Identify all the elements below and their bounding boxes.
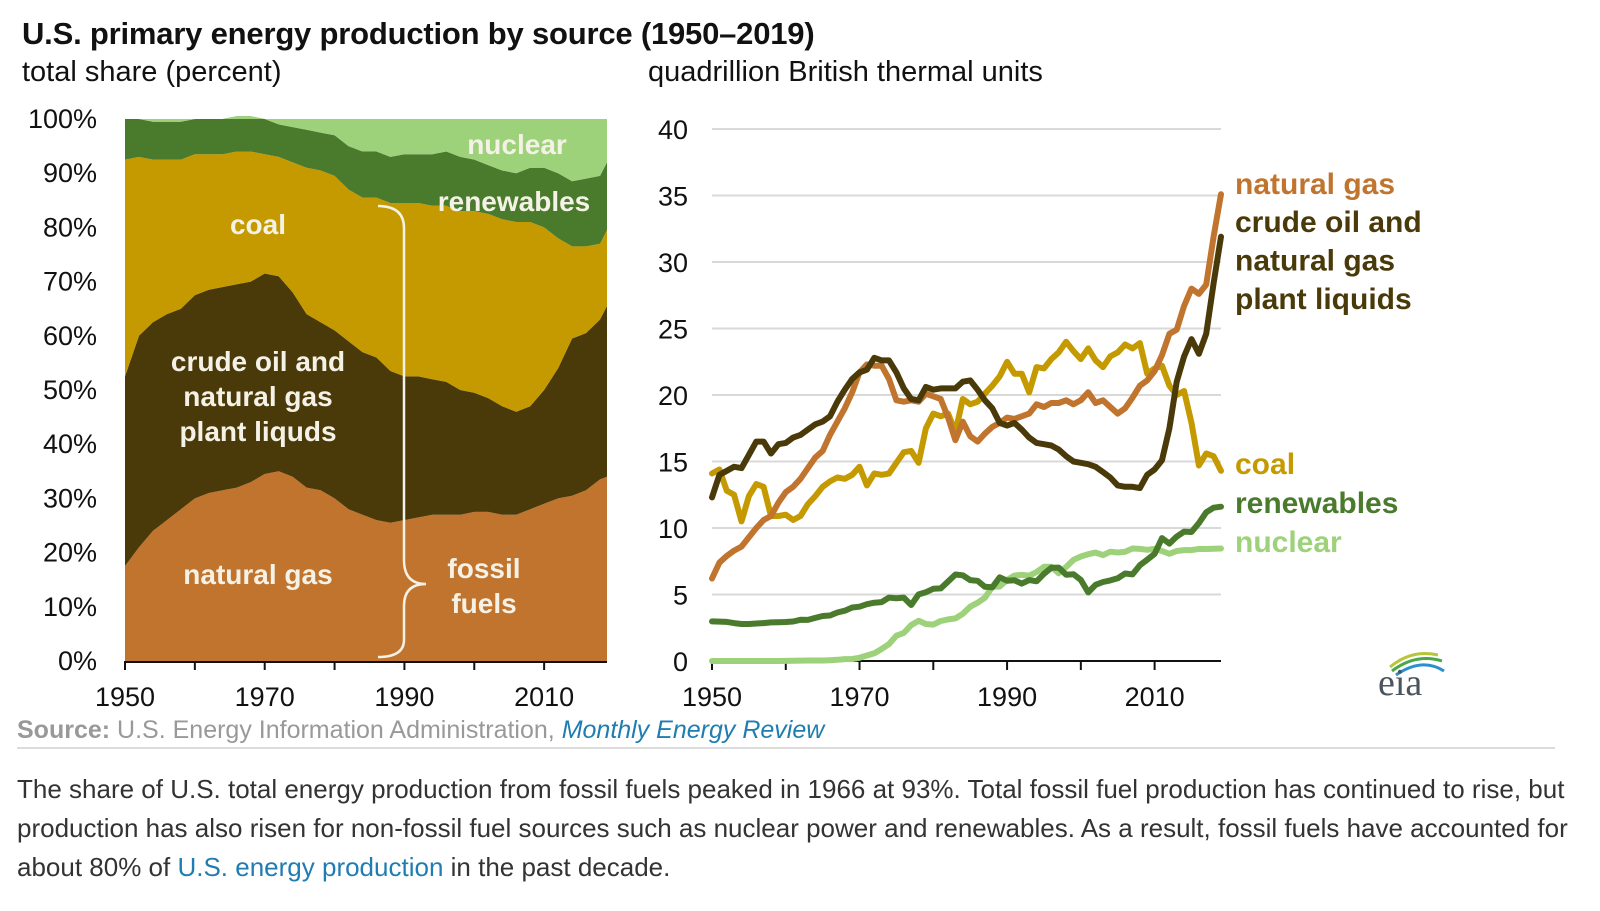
right-chart-subtitle: quadrillion British thermal units	[648, 56, 1043, 88]
area-label-renewables: renewables	[438, 186, 591, 217]
caption-text-1: The share of U.S. total energy productio…	[17, 774, 1568, 882]
legend-label-natural-gas: natural gas	[1235, 168, 1395, 201]
x-tick-label: 2010	[1125, 682, 1185, 712]
share-area-chart: 0% 10% 20% 30% 40% 50% 60% 70% 80% 90% 100% 1950 197…	[28, 104, 607, 712]
y-tick-label: 35	[658, 182, 688, 212]
y-tick-label: 15	[658, 448, 688, 478]
eia-swoosh-icon: eia	[1378, 652, 1445, 704]
area-label-crude-oil: natural gas	[183, 381, 332, 412]
area-label-natural-gas: natural gas	[183, 559, 332, 590]
y-tick-label: 0%	[58, 646, 97, 676]
y-tick-label: 10	[658, 514, 688, 544]
y-tick-label: 30	[658, 248, 688, 278]
btu-line-chart: 0 5 10 15 20 25 30 35 40 1950 1970 1990 2010 natural …	[658, 115, 1422, 712]
legend-label-crude-oil-ngpl: natural gas	[1235, 245, 1395, 278]
fossil-fuels-brace	[377, 204, 427, 659]
legend-label-crude-oil-ngpl: plant liquids	[1235, 283, 1412, 316]
line-renewables	[709, 503, 1224, 627]
area-label-crude-oil: crude oil and	[171, 346, 345, 377]
caption: The share of U.S. total energy productio…	[17, 770, 1577, 887]
x-tick-label: 1950	[682, 682, 742, 712]
us-energy-production-link[interactable]: U.S. energy production	[177, 852, 444, 882]
legend-label-renewables: renewables	[1235, 487, 1398, 520]
x-tick-label: 1990	[977, 682, 1037, 712]
monthly-energy-review-link[interactable]: Monthly Energy Review	[561, 716, 825, 744]
area-label-nuclear: nuclear	[467, 129, 567, 160]
x-tick-label: 1970	[235, 682, 295, 712]
eia-logo-text: eia	[1378, 662, 1422, 704]
area-label-coal: coal	[230, 209, 286, 240]
y-tick-label: 20	[658, 381, 688, 411]
y-tick-label: 0	[673, 647, 688, 677]
line-nuclear	[709, 545, 1224, 664]
line-natural-gas	[709, 191, 1224, 582]
divider	[17, 747, 1555, 749]
line-coal	[709, 338, 1224, 525]
source-line: Source: U.S. Energy Information Administ…	[17, 716, 824, 745]
y-tick-label: 5	[673, 581, 688, 611]
y-tick-label: 25	[658, 315, 688, 345]
y-tick-label: 20%	[43, 538, 97, 568]
left-chart-subtitle: total share (percent)	[22, 56, 282, 88]
area-natural-gas	[125, 471, 607, 661]
legend-label-coal: coal	[1235, 448, 1295, 481]
area-crude-oil-ngpl	[125, 273, 607, 567]
y-tick-label: 60%	[43, 321, 97, 351]
y-tick-label: 50%	[43, 375, 97, 405]
area-nuclear	[125, 116, 607, 182]
caption-text-2: in the past decade.	[443, 852, 671, 882]
legend-label-crude-oil-ngpl: crude oil and	[1235, 206, 1422, 239]
source-text: U.S. Energy Information Administration,	[117, 716, 555, 744]
source-label: Source:	[17, 716, 111, 744]
area-label-fossil-fuels: fossil	[447, 553, 520, 584]
area-label-crude-oil: plant liquds	[179, 416, 336, 447]
area-renewables	[125, 116, 607, 247]
y-tick-label: 80%	[43, 212, 97, 242]
x-tick-label: 1970	[829, 682, 889, 712]
area-coal	[125, 151, 607, 412]
y-tick-label: 100%	[28, 104, 97, 134]
line-crude-oil-ngpl	[709, 233, 1224, 501]
y-tick-label: 90%	[43, 158, 97, 188]
x-tick-label: 2010	[514, 682, 574, 712]
y-tick-label: 40%	[43, 429, 97, 459]
y-tick-label: 40	[658, 115, 688, 145]
x-tick-label: 1950	[95, 682, 155, 712]
chart-title: U.S. primary energy production by source…	[22, 16, 815, 51]
y-tick-label: 30%	[43, 483, 97, 513]
legend-label-nuclear: nuclear	[1235, 526, 1342, 559]
y-tick-label: 10%	[43, 592, 97, 622]
x-tick-label: 1990	[374, 682, 434, 712]
area-label-fossil-fuels: fuels	[451, 588, 516, 619]
y-tick-label: 70%	[43, 267, 97, 297]
eia-logo: eia	[1372, 645, 1452, 705]
